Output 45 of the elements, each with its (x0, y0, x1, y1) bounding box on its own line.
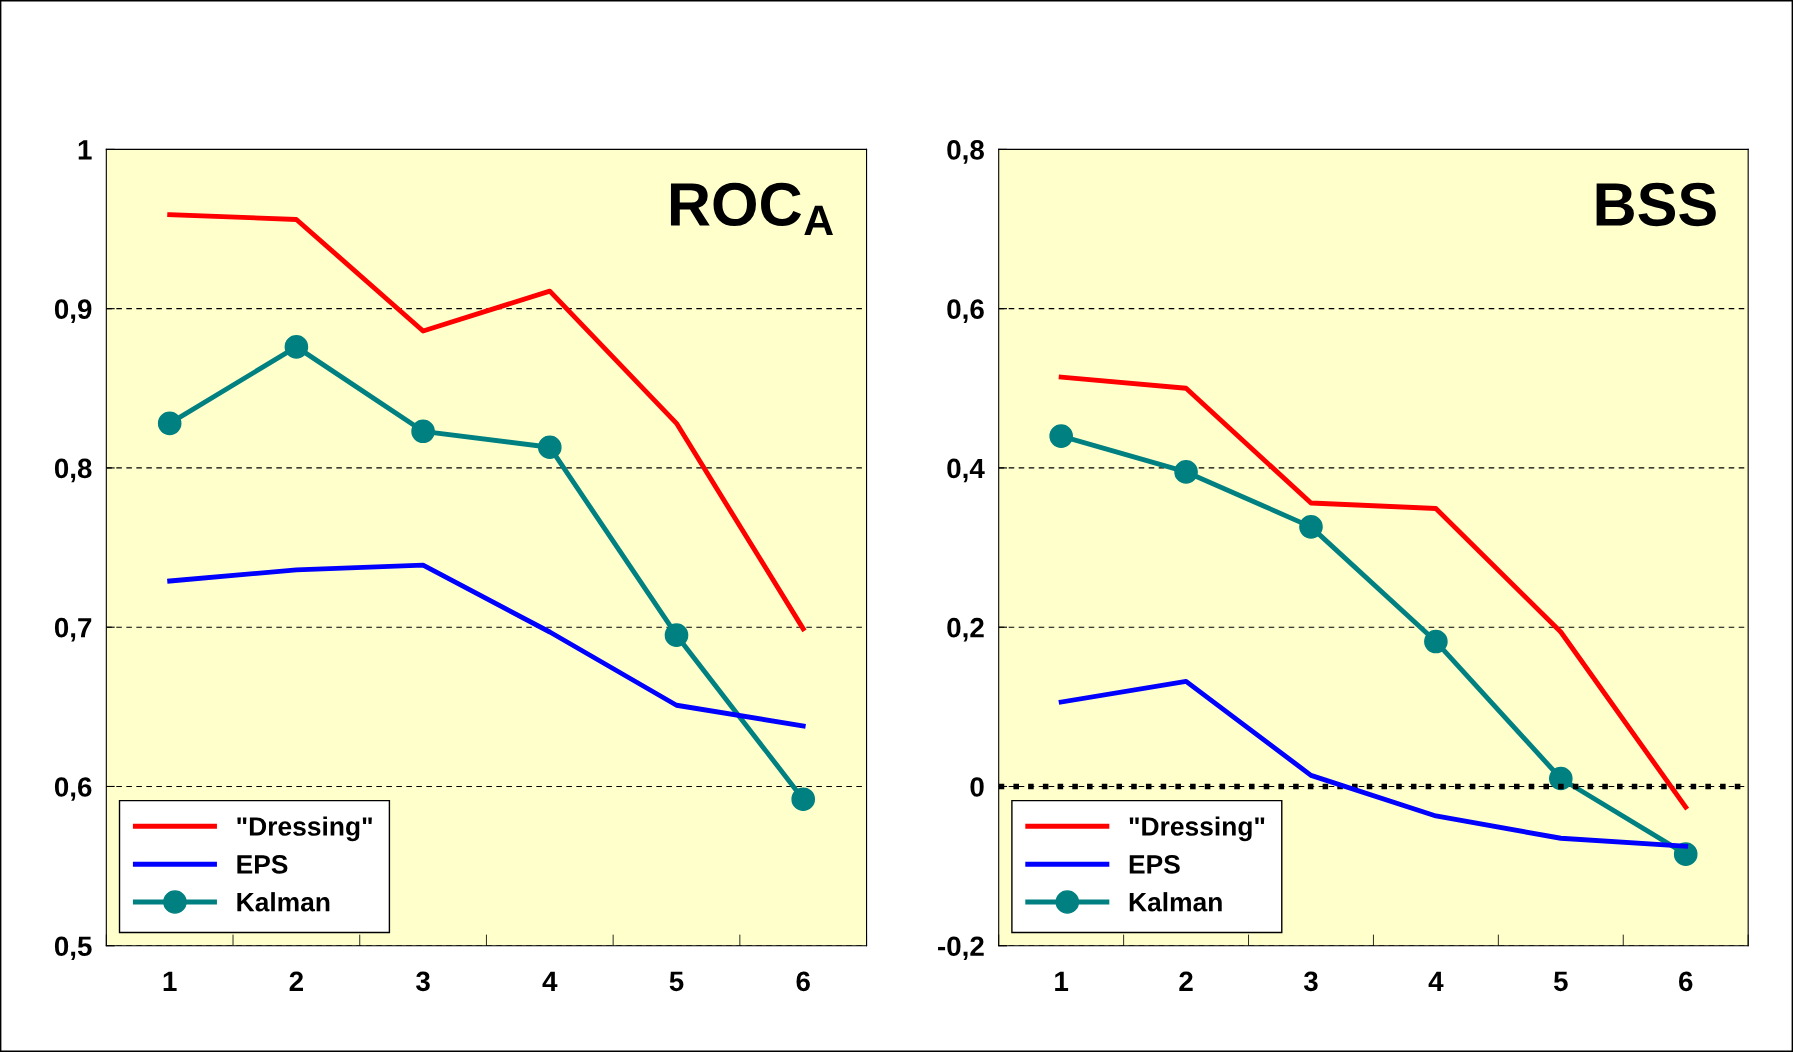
legend-label: EPS (237, 855, 288, 874)
line-series (1058, 374, 1689, 810)
legend-label: Kalman (237, 892, 330, 912)
x-tick-label: 3 (1303, 971, 1318, 992)
legend-label: "Dressing" (1129, 816, 1265, 842)
x-tick-label: 6 (1679, 971, 1693, 992)
y-tick-label: 0,9 (54, 299, 92, 324)
legend-label: "Dressing" (237, 816, 372, 842)
y-tick-label: 0,4 (947, 458, 985, 483)
point (1049, 424, 1073, 448)
y-tick-label: 0,6 (54, 777, 92, 801)
point (791, 787, 816, 812)
x-tick-label: 1 (163, 971, 177, 991)
y-tick-label: 0,6 (947, 299, 984, 324)
y-tick-label: -0,2 (938, 936, 984, 961)
chart-title: BSS (1596, 182, 1716, 227)
point (284, 335, 309, 359)
legend-label: EPS (1129, 855, 1180, 874)
x-tick-label: 6 (796, 971, 810, 992)
point (1299, 515, 1323, 539)
point (1424, 629, 1448, 654)
y-tick-label: 1 (78, 140, 92, 160)
point (411, 419, 435, 444)
chart-title: ROC$_{A}$ (670, 182, 833, 236)
point (537, 435, 562, 460)
x-tick-label: 3 (416, 971, 430, 992)
y-tick-label: 0,8 (54, 458, 92, 483)
x-tick-label: 1 (1055, 971, 1069, 991)
point (1548, 766, 1573, 791)
x-tick-label: 4 (542, 971, 558, 991)
y-tick-label: 0,5 (54, 936, 92, 961)
point (157, 411, 182, 436)
x-tick-label: 4 (1428, 971, 1444, 991)
line-series (167, 562, 806, 729)
x-tick-label: 5 (669, 971, 684, 992)
x-tick-label: 2 (289, 971, 303, 991)
y-tick-label: 0 (970, 777, 984, 797)
x-tick-label: 2 (1179, 971, 1193, 991)
y-tick-label: 0,7 (54, 617, 92, 642)
point (1174, 460, 1198, 484)
y-tick-label: 0,2 (947, 617, 984, 642)
legend-label: Kalman (1129, 892, 1222, 912)
point (664, 623, 689, 647)
x-tick-label: 5 (1553, 971, 1568, 992)
y-tick-label: 0,8 (947, 140, 984, 164)
